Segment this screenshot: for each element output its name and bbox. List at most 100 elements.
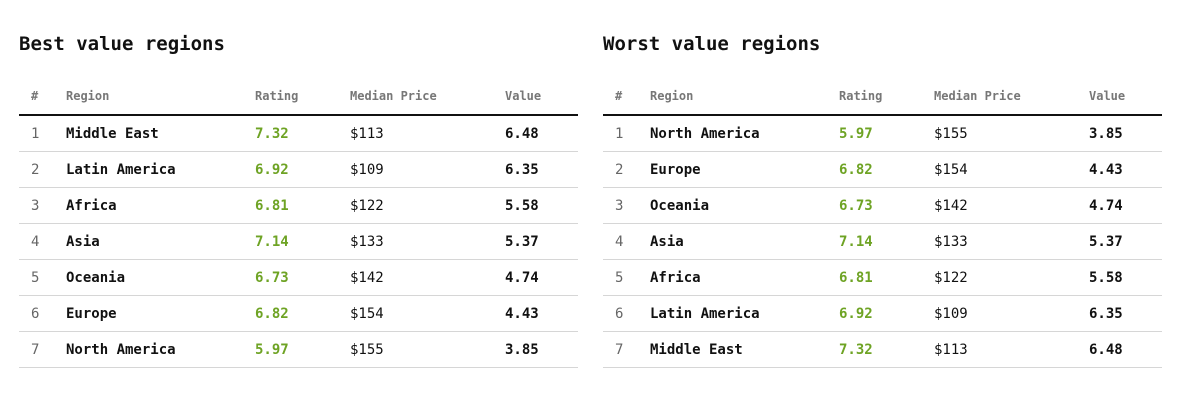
region-cell: Europe	[66, 295, 255, 332]
region-cell: Middle East	[650, 331, 839, 368]
table-row: 1 North America 5.97 $155 3.85	[603, 115, 1162, 152]
column-header-region: Region	[66, 78, 255, 116]
table-header-row: # Region Rating Median Price Value	[19, 78, 578, 116]
table-row: 2 Europe 6.82 $154 4.43	[603, 151, 1162, 188]
value-cell: 5.37	[505, 223, 578, 260]
median-price-cell: $154	[350, 295, 505, 332]
region-cell: Latin America	[650, 295, 839, 332]
column-header-region: Region	[650, 78, 839, 116]
value-cell: 5.58	[505, 187, 578, 224]
value-cell: 4.43	[1089, 151, 1162, 188]
table-row: 6 Latin America 6.92 $109 6.35	[603, 295, 1162, 332]
rating-cell: 6.82	[255, 295, 350, 332]
rank-cell: 4	[19, 223, 66, 260]
median-price-cell: $142	[350, 259, 505, 296]
table-row: 3 Africa 6.81 $122 5.58	[19, 187, 578, 224]
panel-title: Best value regions	[19, 33, 225, 55]
rating-cell: 6.73	[839, 187, 934, 224]
rank-cell: 7	[603, 331, 650, 368]
median-price-cell: $109	[350, 151, 505, 188]
rating-cell: 6.81	[255, 187, 350, 224]
table-row: 6 Europe 6.82 $154 4.43	[19, 295, 578, 332]
median-price-cell: $113	[350, 115, 505, 152]
value-cell: 5.58	[1089, 259, 1162, 296]
column-header-rating: Rating	[255, 78, 350, 116]
value-cell: 6.48	[1089, 331, 1162, 368]
median-price-cell: $142	[934, 187, 1089, 224]
value-cell: 4.74	[505, 259, 578, 296]
region-cell: Oceania	[650, 187, 839, 224]
value-cell: 6.48	[505, 115, 578, 152]
median-price-cell: $113	[934, 331, 1089, 368]
table-header-row: # Region Rating Median Price Value	[603, 78, 1162, 116]
region-cell: Africa	[650, 259, 839, 296]
table-row: 4 Asia 7.14 $133 5.37	[603, 223, 1162, 260]
table-row: 3 Oceania 6.73 $142 4.74	[603, 187, 1162, 224]
rank-cell: 5	[603, 259, 650, 296]
region-cell: North America	[66, 331, 255, 368]
region-cell: Europe	[650, 151, 839, 188]
rank-cell: 1	[19, 115, 66, 152]
column-header-value: Value	[1089, 78, 1162, 116]
value-cell: 4.74	[1089, 187, 1162, 224]
rank-cell: 4	[603, 223, 650, 260]
rank-cell: 2	[603, 151, 650, 188]
median-price-cell: $122	[350, 187, 505, 224]
region-cell: North America	[650, 115, 839, 152]
value-cell: 4.43	[505, 295, 578, 332]
table-row: 5 Oceania 6.73 $142 4.74	[19, 259, 578, 296]
rating-cell: 7.32	[255, 115, 350, 152]
median-price-cell: $109	[934, 295, 1089, 332]
column-header-median-price: Median Price	[934, 78, 1089, 116]
region-cell: Asia	[650, 223, 839, 260]
rank-cell: 3	[19, 187, 66, 224]
column-header-value: Value	[505, 78, 578, 116]
rating-cell: 6.92	[255, 151, 350, 188]
column-header-median-price: Median Price	[350, 78, 505, 116]
median-price-cell: $122	[934, 259, 1089, 296]
table-row: 7 North America 5.97 $155 3.85	[19, 331, 578, 368]
column-header-rank: #	[603, 78, 650, 116]
column-header-rank: #	[19, 78, 66, 116]
table-row: 7 Middle East 7.32 $113 6.48	[603, 331, 1162, 368]
table-row: 2 Latin America 6.92 $109 6.35	[19, 151, 578, 188]
rank-cell: 3	[603, 187, 650, 224]
median-price-cell: $155	[350, 331, 505, 368]
region-cell: Africa	[66, 187, 255, 224]
rating-cell: 7.14	[839, 223, 934, 260]
rank-cell: 6	[19, 295, 66, 332]
rank-cell: 6	[603, 295, 650, 332]
rating-cell: 5.97	[839, 115, 934, 152]
value-cell: 6.35	[505, 151, 578, 188]
best-value-table: # Region Rating Median Price Value 1 Mid…	[19, 78, 578, 368]
region-cell: Middle East	[66, 115, 255, 152]
rank-cell: 2	[19, 151, 66, 188]
region-cell: Latin America	[66, 151, 255, 188]
rating-cell: 6.81	[839, 259, 934, 296]
rating-cell: 7.32	[839, 331, 934, 368]
value-cell: 3.85	[505, 331, 578, 368]
rating-cell: 5.97	[255, 331, 350, 368]
column-header-rating: Rating	[839, 78, 934, 116]
table-row: 4 Asia 7.14 $133 5.37	[19, 223, 578, 260]
value-cell: 5.37	[1089, 223, 1162, 260]
region-cell: Oceania	[66, 259, 255, 296]
rating-cell: 7.14	[255, 223, 350, 260]
rank-cell: 5	[19, 259, 66, 296]
value-cell: 3.85	[1089, 115, 1162, 152]
worst-value-table: # Region Rating Median Price Value 1 Nor…	[603, 78, 1162, 368]
median-price-cell: $154	[934, 151, 1089, 188]
rank-cell: 1	[603, 115, 650, 152]
rating-cell: 6.73	[255, 259, 350, 296]
median-price-cell: $133	[350, 223, 505, 260]
rating-cell: 6.92	[839, 295, 934, 332]
table-row: 5 Africa 6.81 $122 5.58	[603, 259, 1162, 296]
rating-cell: 6.82	[839, 151, 934, 188]
region-cell: Asia	[66, 223, 255, 260]
median-price-cell: $155	[934, 115, 1089, 152]
median-price-cell: $133	[934, 223, 1089, 260]
value-cell: 6.35	[1089, 295, 1162, 332]
table-row: 1 Middle East 7.32 $113 6.48	[19, 115, 578, 152]
panel-title: Worst value regions	[603, 33, 821, 55]
